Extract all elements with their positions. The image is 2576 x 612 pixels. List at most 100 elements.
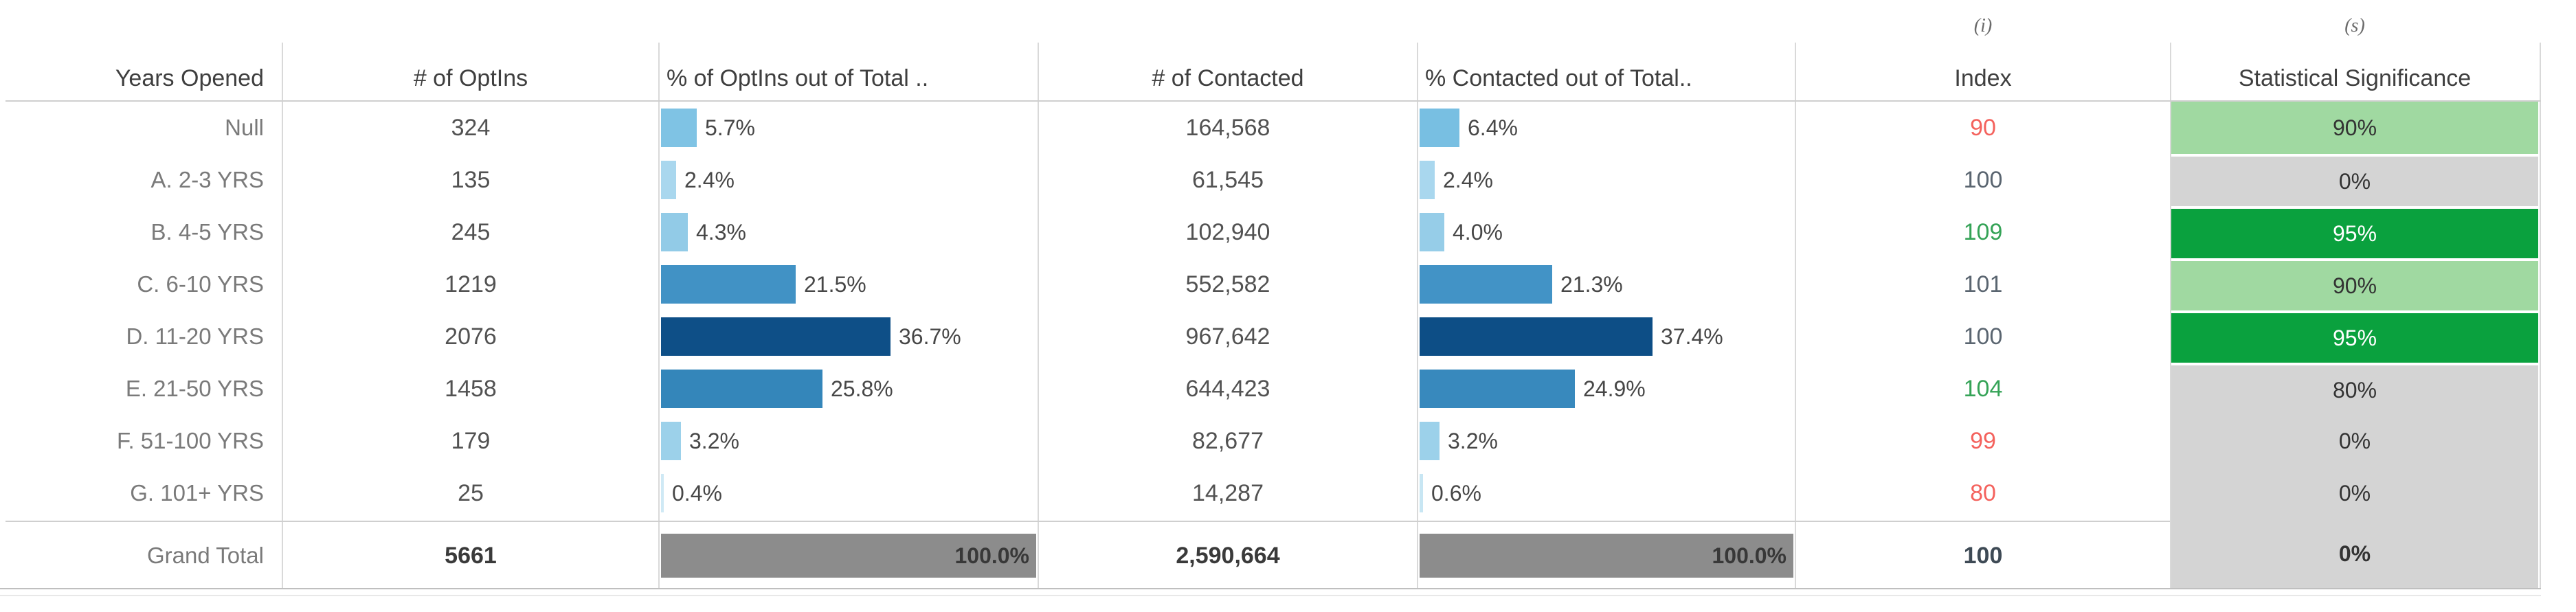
row-label[interactable]: B. 4-5 YRS (150, 219, 264, 245)
optins-value[interactable]: 2076 (445, 324, 497, 350)
grand-total-label[interactable]: Grand Total (147, 543, 264, 568)
grand-total-sig-cell[interactable]: 0% (2171, 519, 2538, 588)
column-header-contacted[interactable]: # of Contacted (1152, 65, 1304, 91)
optins-bar-label: 2.4% (684, 168, 735, 192)
contacted-value[interactable]: 61,545 (1192, 167, 1264, 193)
index-value[interactable]: 104 (1963, 376, 2003, 402)
column-header-optins[interactable]: # of OptIns (413, 65, 528, 91)
optins-bar[interactable] (661, 213, 688, 251)
optins-bar-label: 21.5% (804, 272, 866, 297)
optins-bar-label: 3.2% (689, 429, 739, 453)
divider-after-contacted-pct (1795, 43, 1796, 589)
contacted-bar[interactable] (1420, 370, 1575, 408)
optins-bar-label: 25.8% (831, 376, 893, 401)
optins-value[interactable]: 135 (451, 167, 491, 193)
grand-total-index-value[interactable]: 100 (1963, 543, 2003, 569)
contacted-bar[interactable] (1420, 109, 1459, 147)
optins-value[interactable]: 1219 (445, 271, 497, 297)
contacted-value[interactable]: 164,568 (1185, 115, 1270, 141)
grand-total-contacted-value[interactable]: 2,590,664 (1176, 543, 1280, 569)
column-header-optins-pct[interactable]: % of OptIns out of Total .. (667, 65, 929, 91)
optins-bar[interactable] (661, 265, 796, 304)
row-label[interactable]: F. 51-100 YRS (116, 428, 264, 453)
optins-bar-label: 0.4% (672, 481, 722, 506)
totals-separator-line (5, 521, 2170, 522)
contacted-bar-label: 2.4% (1443, 168, 1493, 192)
contacted-bar-label: 6.4% (1468, 115, 1518, 140)
index-value[interactable]: 100 (1963, 324, 2003, 350)
optins-bar[interactable] (661, 161, 676, 199)
index-superscript-i: (i) (1973, 15, 1993, 36)
sig-cell[interactable]: 0% (2171, 415, 2538, 467)
grand-total-contacted-bar[interactable]: 100.0% (1420, 534, 1793, 578)
contacted-bar[interactable] (1420, 265, 1552, 304)
index-value[interactable]: 109 (1963, 219, 2003, 245)
table-bottom-faint-line (0, 595, 2541, 596)
divider-after-index (2170, 43, 2171, 589)
column-header-years-opened[interactable]: Years Opened (115, 65, 264, 91)
column-header-index[interactable]: Index (1954, 65, 2012, 91)
contacted-bar-label: 24.9% (1583, 376, 1646, 401)
optins-bar[interactable] (661, 109, 697, 147)
index-value[interactable]: 90 (1970, 115, 1996, 141)
optins-bar[interactable] (661, 422, 681, 460)
contacted-value[interactable]: 967,642 (1185, 324, 1270, 350)
grand-total-optins-value[interactable]: 5661 (445, 543, 497, 569)
contacted-bar[interactable] (1420, 213, 1444, 251)
index-value[interactable]: 99 (1970, 428, 1996, 454)
table-bottom-line (0, 588, 2541, 589)
divider-after-years (282, 43, 283, 589)
sig-cell[interactable]: 0% (2171, 467, 2538, 519)
divider-after-optins (658, 43, 660, 589)
optins-bar-label: 4.3% (696, 220, 746, 245)
contacted-bar-label: 0.6% (1431, 481, 1481, 506)
contacted-bar[interactable] (1420, 422, 1440, 460)
row-label[interactable]: D. 11-20 YRS (126, 324, 264, 349)
optins-bar[interactable] (661, 317, 891, 356)
optins-bar-label: 5.7% (705, 115, 755, 140)
row-label[interactable]: A. 2-3 YRS (150, 167, 264, 192)
column-header-contacted-pct[interactable]: % Contacted out of Total.. (1425, 65, 1692, 91)
sig-cell[interactable]: 95% (2171, 310, 2538, 363)
divider-right-edge (2540, 43, 2541, 589)
contacted-value[interactable]: 102,940 (1185, 219, 1270, 245)
optins-value[interactable]: 25 (458, 480, 484, 506)
optins-bar-label: 36.7% (899, 324, 961, 349)
sig-cell[interactable]: 90% (2171, 258, 2538, 310)
optins-value[interactable]: 1458 (445, 376, 497, 402)
statsig-superscript-s: (s) (2344, 15, 2365, 36)
contacted-value[interactable]: 552,582 (1185, 271, 1270, 297)
row-label[interactable]: G. 101+ YRS (130, 480, 264, 506)
contacted-bar[interactable] (1420, 474, 1423, 512)
sig-cell[interactable]: 90% (2171, 102, 2538, 154)
contacted-bar[interactable] (1420, 161, 1435, 199)
grand-total-optins-bar[interactable]: 100.0% (661, 534, 1036, 578)
index-value[interactable]: 101 (1963, 271, 2003, 297)
optins-value[interactable]: 179 (451, 428, 491, 454)
index-value[interactable]: 100 (1963, 167, 2003, 193)
sig-cell[interactable]: 80% (2171, 363, 2538, 415)
contacted-bar-label: 4.0% (1453, 220, 1503, 245)
row-label[interactable]: Null (225, 115, 264, 140)
contacted-value[interactable]: 14,287 (1192, 480, 1264, 506)
column-header-statsig[interactable]: Statistical Significance (2238, 65, 2472, 91)
sig-cell[interactable]: 95% (2171, 206, 2538, 258)
sig-cell[interactable]: 0% (2171, 154, 2538, 206)
contacted-bar-label: 3.2% (1448, 429, 1498, 453)
row-label[interactable]: E. 21-50 YRS (125, 376, 264, 401)
index-value[interactable]: 80 (1970, 480, 1996, 506)
contacted-bar[interactable] (1420, 317, 1653, 356)
optins-bar[interactable] (661, 474, 664, 512)
header-underline (5, 100, 2541, 102)
contacted-bar-label: 21.3% (1560, 272, 1623, 297)
row-label[interactable]: C. 6-10 YRS (137, 271, 264, 297)
optins-bar[interactable] (661, 370, 822, 408)
contacted-value[interactable]: 644,423 (1185, 376, 1270, 402)
divider-after-contacted (1417, 43, 1418, 589)
optins-value[interactable]: 245 (451, 219, 491, 245)
divider-after-optins-pct (1038, 43, 1039, 589)
contacted-value[interactable]: 82,677 (1192, 428, 1264, 454)
contacted-bar-label: 37.4% (1661, 324, 1723, 349)
optins-value[interactable]: 324 (451, 115, 491, 141)
